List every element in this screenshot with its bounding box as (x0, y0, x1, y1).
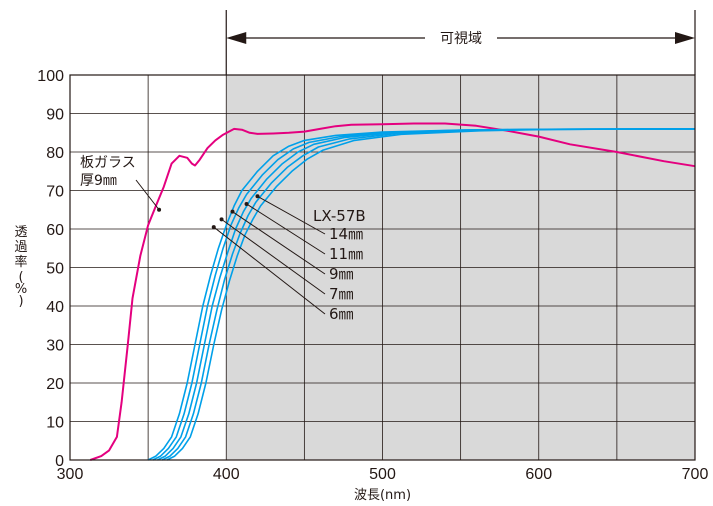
y-axis-label-char: 過 (14, 240, 27, 255)
x-tick-label: 300 (57, 466, 84, 483)
right-arrowhead-icon (675, 32, 695, 44)
lx-callout-label: 14㎜ (329, 225, 363, 243)
series-line-lx57b (157, 128, 696, 461)
left-arrowhead-icon (226, 32, 247, 44)
lx-callout-line (246, 203, 326, 255)
grid (70, 75, 695, 460)
series-line-lx57b (147, 128, 696, 461)
lx-callout-line (213, 226, 326, 315)
y-tick-label: 40 (46, 299, 64, 316)
visible-range-header: 可視域 (225, 10, 696, 75)
y-tick-label: 70 (46, 184, 64, 201)
lx-callout-dot (230, 209, 235, 214)
glass-label: 厚9㎜ (80, 173, 117, 189)
series-lines (89, 122, 696, 461)
y-axis-label: 透過率(%) (14, 225, 27, 309)
y-tick-label: 100 (37, 68, 64, 85)
y-tick-label: 50 (46, 261, 64, 278)
x-tick-label: 600 (525, 466, 552, 483)
lx-callout-dot (255, 194, 260, 199)
y-tick-label: 10 (46, 415, 64, 432)
glass-callout-dot (157, 207, 162, 212)
lx57b-group-label: LX-57B (313, 207, 366, 225)
y-tick-label: 60 (46, 222, 64, 239)
series-line-lx57b (161, 128, 696, 461)
visible-range-label: 可視域 (440, 31, 482, 47)
plot-border (69, 74, 696, 461)
y-axis-label-char: % (15, 282, 27, 297)
plot-frame (69, 74, 696, 461)
series-line-lx57b (166, 128, 696, 461)
lx-callout-dot (219, 217, 224, 222)
y-tick-label: 80 (46, 145, 64, 162)
lx-callout-line (257, 195, 326, 235)
y-axis-label-char: ) (18, 294, 23, 309)
x-tick-label: 500 (369, 466, 396, 483)
lx-callout-label: 7㎜ (329, 285, 354, 303)
x-tick-label: 700 (682, 466, 709, 483)
glass-label: 板ガラス (80, 155, 136, 171)
x-tick-label: 400 (213, 466, 240, 483)
y-tick-label: 0 (55, 453, 64, 470)
lx-callout-line (232, 211, 326, 275)
lx-callout-label: 6㎜ (329, 305, 354, 323)
y-tick-label: 90 (46, 107, 64, 124)
y-axis-label-char: ( (18, 270, 23, 285)
lx-callout-label: 9㎜ (329, 265, 354, 283)
lx-callout-line (221, 218, 326, 295)
y-axis-label-char: 率 (14, 254, 27, 270)
y-tick-label: 20 (46, 376, 64, 393)
y-tick-labels: 0 10 20 30 40 50 60 70 80 90 100 (37, 68, 64, 470)
lx-callout-label: 11㎜ (329, 245, 363, 263)
x-tick-labels: 300 400 500 600 700 (57, 466, 709, 483)
series-line-lx57b (152, 128, 696, 461)
series-line-glass (89, 122, 696, 461)
lx-callout-dot (211, 225, 216, 230)
glass-callout-line (135, 179, 160, 211)
y-axis-label-char: 透 (14, 225, 27, 240)
y-tick-label: 30 (46, 338, 64, 355)
lx-callout-dot (244, 201, 249, 206)
x-axis-label: 波長(nm) (354, 488, 411, 503)
